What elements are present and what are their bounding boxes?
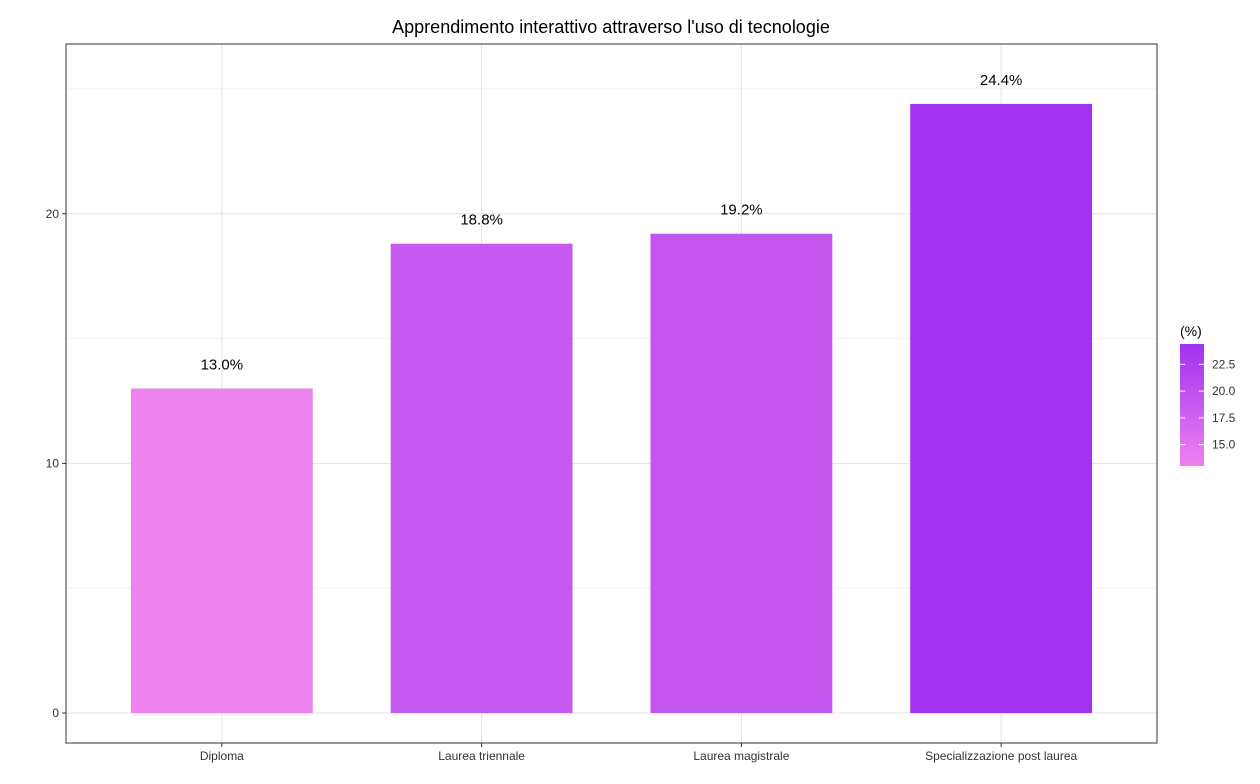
y-tick-label: 0: [52, 706, 59, 720]
legend-colorbar: [1180, 344, 1204, 466]
bar: [650, 233, 833, 714]
bar: [910, 103, 1093, 714]
data-label: 19.2%: [720, 202, 763, 219]
bars: [130, 103, 1093, 714]
chart-title: Apprendimento interattivo attraverso l'u…: [392, 17, 830, 37]
data-label: 18.8%: [460, 212, 503, 229]
y-tick-label: 20: [46, 207, 60, 221]
legend-title: (%): [1180, 323, 1202, 339]
x-tick-label: Laurea triennale: [438, 749, 525, 763]
x-tick-label: Laurea magistrale: [693, 749, 789, 763]
x-tick-label: Specializzazione post laurea: [925, 749, 1077, 763]
x-tick-label: Diploma: [200, 749, 244, 763]
plot-panel-border: [65, 43, 1158, 744]
bar: [390, 243, 573, 714]
y-tick-label: 10: [46, 456, 60, 470]
legend-tick-label: 15.0: [1212, 438, 1236, 452]
data-labels: 13.0% 18.8% 19.2% 24.4%: [201, 72, 1023, 374]
data-label: 13.0%: [201, 357, 244, 374]
legend-tick-label: 17.5: [1212, 411, 1236, 425]
legend-tick-label: 20.0: [1212, 384, 1236, 398]
legend-tick-label: 22.5: [1212, 357, 1236, 371]
legend: (%) 15.0 17.5 20.0 22.5: [1180, 323, 1236, 466]
data-label: 24.4%: [980, 72, 1023, 89]
legend-ticks: 15.0 17.5 20.0 22.5: [1180, 357, 1236, 452]
x-axis: Diploma Laurea triennale Laurea magistrale…: [200, 743, 1078, 763]
bar: [130, 388, 313, 714]
y-axis: 0 10 20: [46, 207, 66, 720]
